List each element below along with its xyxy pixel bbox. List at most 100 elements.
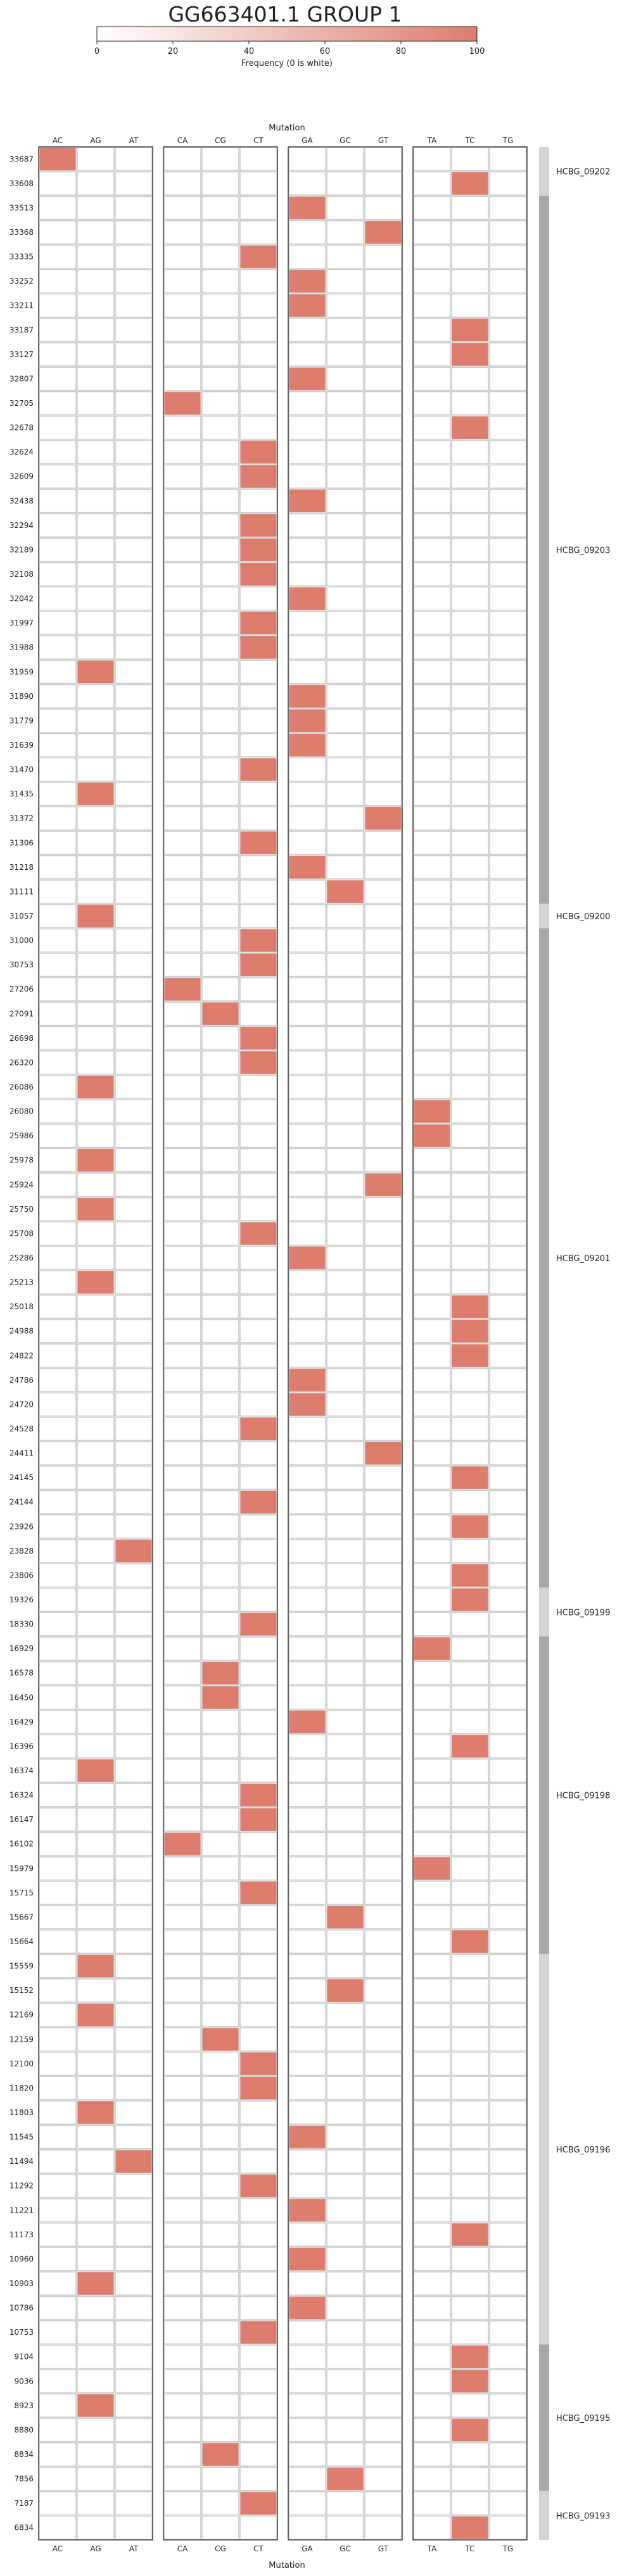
grid-cell — [77, 1831, 115, 1856]
grid-cell — [77, 586, 115, 611]
grid-cell — [326, 2515, 364, 2540]
grid-cell — [77, 953, 115, 977]
grid-cell — [39, 2076, 77, 2101]
grid-cell — [163, 2393, 201, 2418]
row-label: 32705 — [10, 399, 34, 408]
grid-cell — [115, 1856, 153, 1881]
grid-cell — [288, 611, 326, 636]
grid-cell — [489, 879, 527, 904]
grid-cell — [163, 489, 201, 513]
grid-cell — [326, 1416, 364, 1442]
grid-cell — [364, 513, 402, 537]
grid-cell — [115, 1587, 153, 1612]
grid-cell — [451, 1026, 489, 1050]
grid-cell — [115, 196, 153, 220]
heatmap-cell — [288, 1368, 326, 1392]
grid-cell — [163, 1197, 201, 1221]
grid-cell — [201, 831, 239, 855]
grid-cell — [326, 2418, 364, 2442]
grid-cell — [239, 1563, 277, 1588]
grid-cell — [201, 1221, 239, 1246]
grid-cell — [451, 1002, 489, 1026]
heatmap-cell — [115, 1539, 153, 1563]
row-label: 11292 — [10, 2182, 34, 2190]
grid-cell — [489, 513, 527, 537]
grid-cell — [115, 537, 153, 562]
row-label: 25708 — [10, 1229, 34, 1238]
grid-cell — [163, 1441, 201, 1466]
grid-cell — [451, 537, 489, 562]
row-label: 12169 — [10, 2011, 34, 2020]
column-label: TG — [502, 136, 514, 145]
grid-cell — [239, 220, 277, 245]
row-label: 26698 — [10, 1034, 34, 1043]
grid-cell — [115, 1221, 153, 1246]
heatmap-cell — [413, 1124, 451, 1148]
grid-cell — [77, 879, 115, 904]
column-label: TC — [464, 136, 474, 145]
grid-cell — [451, 2027, 489, 2052]
grid-cell — [413, 2222, 451, 2247]
grid-cell — [489, 660, 527, 684]
grid-cell — [288, 1124, 326, 1148]
grid-cell — [77, 1416, 115, 1442]
row-label: 31890 — [10, 692, 34, 701]
grid-cell — [201, 1807, 239, 1832]
grid-cell — [163, 318, 201, 342]
group-label: HCBG_09196 — [556, 2146, 610, 2155]
column-label: GT — [378, 136, 389, 145]
grid-cell — [239, 367, 277, 391]
grid-cell — [163, 1954, 201, 1978]
grid-cell — [77, 2222, 115, 2247]
grid-cell — [451, 2247, 489, 2271]
grid-cell — [364, 1245, 402, 1271]
grid-cell — [288, 1148, 326, 1172]
grid-cell — [115, 1637, 153, 1661]
grid-cell — [77, 2491, 115, 2516]
grid-cell — [364, 2418, 402, 2442]
grid-cell — [413, 1612, 451, 1637]
grid-cell — [413, 1563, 451, 1588]
grid-cell — [115, 2442, 153, 2467]
grid-cell — [163, 806, 201, 831]
grid-cell — [288, 1637, 326, 1661]
grid-cell — [489, 2369, 527, 2394]
heatmap-cell — [364, 1172, 402, 1197]
grid-cell — [201, 757, 239, 782]
grid-cell — [239, 2222, 277, 2247]
grid-cell — [201, 318, 239, 342]
grid-cell — [489, 2418, 527, 2442]
grid-cell — [489, 171, 527, 196]
grid-cell — [413, 1050, 451, 1075]
row-label: 24528 — [10, 1424, 34, 1433]
grid-cell — [239, 1734, 277, 1759]
grid-cell — [288, 1270, 326, 1295]
grid-cell — [77, 1466, 115, 1490]
grid-cell — [39, 2369, 77, 2394]
grid-cell — [77, 464, 115, 489]
grid-cell — [451, 1758, 489, 1783]
grid-cell — [39, 1929, 77, 1954]
heatmap-cell — [239, 1026, 277, 1050]
grid-cell — [489, 1563, 527, 1588]
grid-cell — [115, 1685, 153, 1710]
grid-cell — [163, 1661, 201, 1685]
grid-cell — [39, 831, 77, 855]
grid-cell — [489, 1831, 527, 1856]
group-label: HCBG_09202 — [556, 168, 610, 177]
grid-cell — [288, 1758, 326, 1783]
grid-cell — [451, 244, 489, 269]
grid-cell — [489, 903, 527, 929]
row-label: 16929 — [10, 1644, 34, 1653]
grid-cell — [39, 464, 77, 489]
grid-cell — [163, 1612, 201, 1637]
grid-cell — [288, 660, 326, 684]
row-label: 32609 — [10, 472, 34, 481]
column-label: AC — [53, 2544, 63, 2553]
grid-cell — [201, 1612, 239, 1637]
group-label: HCBG_09193 — [556, 2511, 610, 2521]
grid-cell — [326, 2320, 364, 2345]
grid-cell — [115, 1270, 153, 1295]
grid-cell — [39, 2296, 77, 2320]
row-label: 31000 — [10, 936, 34, 945]
